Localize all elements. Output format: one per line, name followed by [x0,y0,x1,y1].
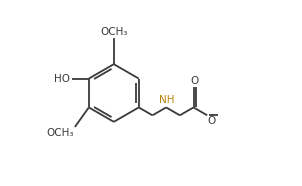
Text: OCH₃: OCH₃ [100,27,127,37]
Text: O: O [207,116,216,126]
Text: O: O [191,76,199,86]
Text: OCH₃: OCH₃ [47,128,74,138]
Text: HO: HO [54,74,70,84]
Text: NH: NH [159,95,175,105]
